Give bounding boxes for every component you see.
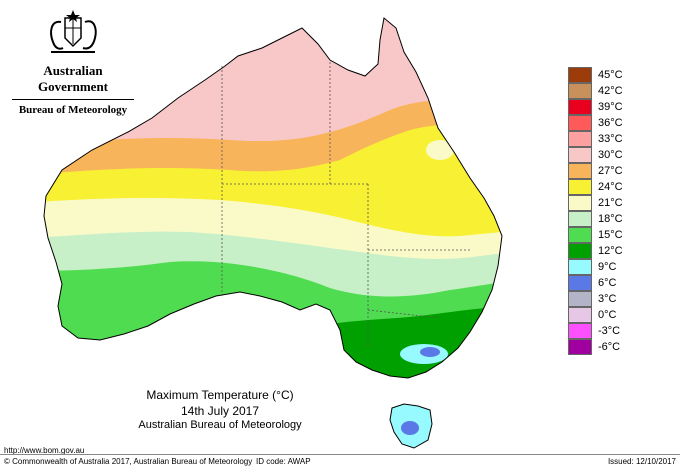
legend-label: 0°C [598,309,617,321]
legend-item: -6°C [568,339,644,355]
legend-label: -3°C [598,325,621,337]
legend-swatch [568,195,592,211]
legend-swatch [568,259,592,275]
legend-item: 3°C [568,291,644,307]
legend-swatch [568,275,592,291]
legend-label: 24°C [598,181,623,193]
legend-label: 9°C [598,261,617,273]
legend-swatch [568,211,592,227]
legend-swatch [568,243,592,259]
copyright-text: © Commonwealth of Australia 2017, Austra… [4,457,253,466]
legend-label: 6°C [598,277,617,289]
map-title-line1: Maximum Temperature (°C) [146,388,294,402]
legend-item: 15°C [568,227,644,243]
legend-swatch [568,307,592,323]
legend-label: -6°C [598,341,621,353]
legend-label: 39°C [598,101,623,113]
legend-label: 33°C [598,133,623,145]
band-12 [300,300,502,378]
tasmania-cool-core [401,421,419,435]
legend-item: 24°C [568,179,644,195]
legend-swatch [568,227,592,243]
website-url: http://www.bom.gov.au [4,446,85,455]
legend-label: 15°C [598,229,623,241]
legend-item: 12°C [568,243,644,259]
legend-swatch [568,179,592,195]
legend-item: 30°C [568,147,644,163]
legend-swatch [568,131,592,147]
legend-swatch [568,99,592,115]
legend-item: 9°C [568,259,644,275]
legend-label: 12°C [598,245,623,257]
legend-swatch [568,323,592,339]
legend-item: 42°C [568,83,644,99]
legend-item: 0°C [568,307,644,323]
australia-outline [43,17,503,379]
legend-item: 39°C [568,99,644,115]
coat-of-arms-icon [50,10,97,53]
map-source: Australian Bureau of Meteorology [138,419,302,431]
bureau-name: Bureau of Meteorology [18,104,128,116]
legend-swatch [568,291,592,307]
org-name: Australian Government [37,63,109,94]
temperature-legend: 45°C 42°C 39°C 36°C 33°C 30°C 27°C 24°C 21°C 18°C… [568,67,644,355]
legend-item: 33°C [568,131,644,147]
legend-item: -3°C [568,323,644,339]
legend-label: 27°C [598,165,623,177]
state-borders [221,62,470,346]
government-logo: Australian Government Bureau of Meteorol… [8,8,138,116]
id-code: ID code: AWAP [256,457,311,466]
footer-divider [0,454,680,455]
legend-item: 36°C [568,115,644,131]
legend-swatch [568,83,592,99]
legend-swatch [568,115,592,131]
legend-label: 36°C [598,117,623,129]
legend-label: 45°C [598,69,623,81]
legend-label: 18°C [598,213,623,225]
map-title: Maximum Temperature (°C) 14th July 2017 … [120,388,320,431]
legend-label: 42°C [598,85,623,97]
legend-item: 21°C [568,195,644,211]
legend-swatch [568,163,592,179]
cool-spot-alps-core [420,347,440,357]
legend-item: 27°C [568,163,644,179]
legend-swatch [568,147,592,163]
legend-item: 45°C [568,67,644,83]
legend-label: 30°C [598,149,623,161]
legend-item: 18°C [568,211,644,227]
legend-swatch [568,67,592,83]
map-date: 14th July 2017 [180,404,260,418]
legend-swatch [568,339,592,355]
issued-date: Issued: 12/10/2017 [607,457,676,466]
legend-item: 6°C [568,275,644,291]
legend-label: 21°C [598,197,623,209]
cool-spot-north [426,140,454,160]
legend-label: 3°C [598,293,617,305]
